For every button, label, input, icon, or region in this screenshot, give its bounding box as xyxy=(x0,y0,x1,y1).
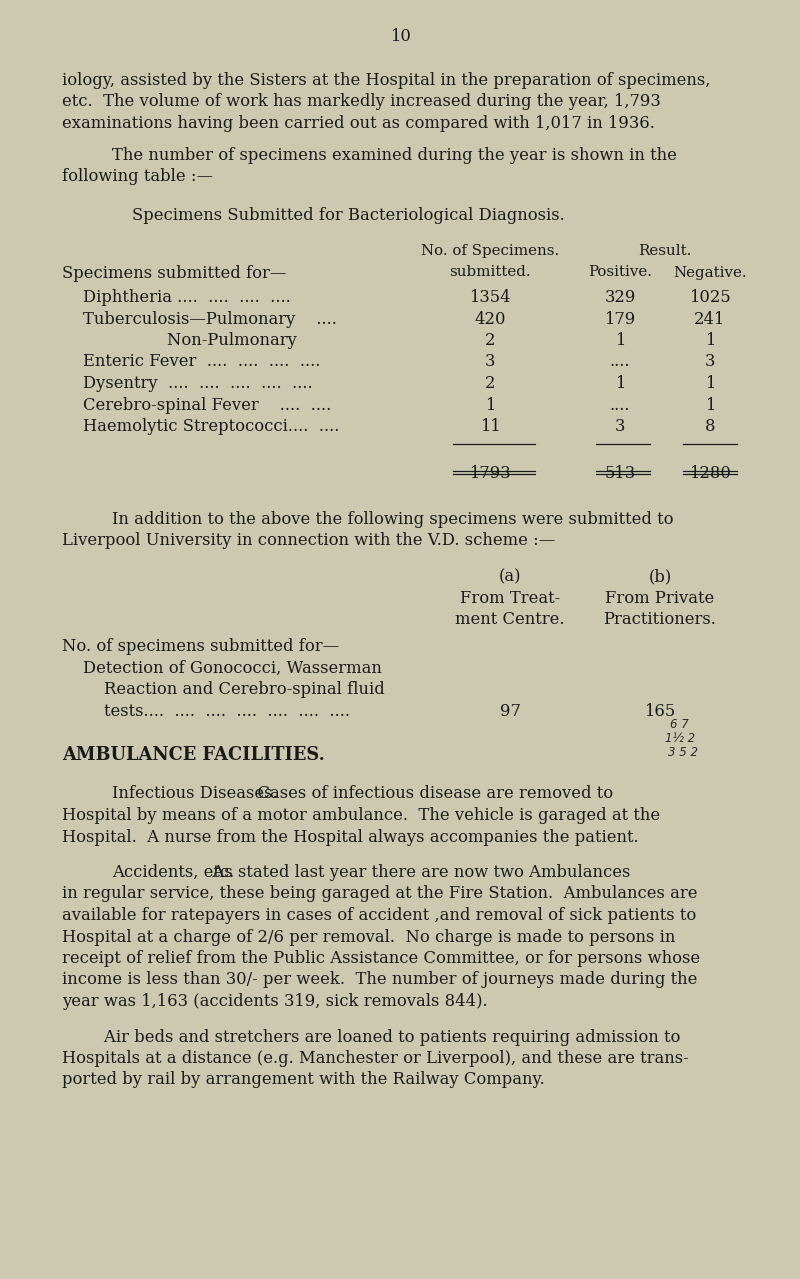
Text: 1½ 2: 1½ 2 xyxy=(665,733,695,746)
Text: ported by rail by arrangement with the Railway Company.: ported by rail by arrangement with the R… xyxy=(62,1072,545,1088)
Text: etc.  The volume of work has markedly increased during the year, 1,793: etc. The volume of work has markedly inc… xyxy=(62,93,661,110)
Text: 3: 3 xyxy=(705,353,715,371)
Text: In addition to the above the following specimens were submitted to: In addition to the above the following s… xyxy=(112,510,674,527)
Text: Diphtheria ....  ....  ....  ....: Diphtheria .... .... .... .... xyxy=(62,289,290,306)
Text: Liverpool University in connection with the V.D. scheme :—: Liverpool University in connection with … xyxy=(62,532,555,549)
Text: submitted.: submitted. xyxy=(449,266,531,280)
Text: Enteric Fever  ....  ....  ....  ....: Enteric Fever .... .... .... .... xyxy=(62,353,320,371)
Text: 6 7: 6 7 xyxy=(670,719,689,732)
Text: 165: 165 xyxy=(644,702,676,720)
Text: Cases of infectious disease are removed to: Cases of infectious disease are removed … xyxy=(247,785,613,802)
Text: Non-Pulmonary: Non-Pulmonary xyxy=(62,333,297,349)
Text: 1793: 1793 xyxy=(469,466,511,482)
Text: 3 5 2: 3 5 2 xyxy=(668,747,698,760)
Text: in regular service, these being garaged at the Fire Station.  Ambulances are: in regular service, these being garaged … xyxy=(62,885,698,903)
Text: ....: .... xyxy=(610,353,630,371)
Text: Accidents, etc.: Accidents, etc. xyxy=(112,865,234,881)
Text: 11: 11 xyxy=(480,418,500,435)
Text: Hospital.  A nurse from the Hospital always accompanies the patient.: Hospital. A nurse from the Hospital alwa… xyxy=(62,829,638,845)
Text: Dysentry  ....  ....  ....  ....  ....: Dysentry .... .... .... .... .... xyxy=(62,375,313,391)
Text: 1: 1 xyxy=(615,333,625,349)
Text: No. of specimens submitted for—: No. of specimens submitted for— xyxy=(62,638,339,655)
Text: 8: 8 xyxy=(705,418,715,435)
Text: receipt of relief from the Public Assistance Committee, or for persons whose: receipt of relief from the Public Assist… xyxy=(62,950,700,967)
Text: examinations having been carried out as compared with 1,017 in 1936.: examinations having been carried out as … xyxy=(62,115,655,132)
Text: 1025: 1025 xyxy=(689,289,731,306)
Text: 1: 1 xyxy=(705,375,715,391)
Text: 179: 179 xyxy=(604,311,636,327)
Text: 1280: 1280 xyxy=(689,466,731,482)
Text: Reaction and Cerebro-spinal fluid: Reaction and Cerebro-spinal fluid xyxy=(62,680,385,698)
Text: Tuberculosis—Pulmonary    ....: Tuberculosis—Pulmonary .... xyxy=(62,311,337,327)
Text: following table :—: following table :— xyxy=(62,168,213,185)
Text: Result.: Result. xyxy=(638,244,692,258)
Text: 513: 513 xyxy=(605,466,635,482)
Text: Hospital at a charge of 2/6 per removal.  No charge is made to persons in: Hospital at a charge of 2/6 per removal.… xyxy=(62,929,675,945)
Text: income is less than 30/- per week.  The number of journeys made during the: income is less than 30/- per week. The n… xyxy=(62,972,698,989)
Text: (a): (a) xyxy=(498,568,522,586)
Text: Specimens Submitted for Bacteriological Diagnosis.: Specimens Submitted for Bacteriological … xyxy=(132,207,565,225)
Text: 3: 3 xyxy=(615,418,625,435)
Text: 1354: 1354 xyxy=(469,289,511,306)
Text: (b): (b) xyxy=(648,568,672,586)
Text: Practitioners.: Practitioners. xyxy=(603,611,717,628)
Text: 2: 2 xyxy=(485,333,495,349)
Text: tests....  ....  ....  ....  ....  ....  ....: tests.... .... .... .... .... .... .... xyxy=(62,702,350,720)
Text: 2: 2 xyxy=(485,375,495,391)
Text: 3: 3 xyxy=(485,353,495,371)
Text: Hospital by means of a motor ambulance.  The vehicle is garaged at the: Hospital by means of a motor ambulance. … xyxy=(62,807,660,824)
Text: iology, assisted by the Sisters at the Hospital in the preparation of specimens,: iology, assisted by the Sisters at the H… xyxy=(62,72,710,90)
Text: ment Centre.: ment Centre. xyxy=(455,611,565,628)
Text: 1: 1 xyxy=(615,375,625,391)
Text: 1: 1 xyxy=(485,396,495,413)
Text: year was 1,163 (accidents 319, sick removals 844).: year was 1,163 (accidents 319, sick remo… xyxy=(62,993,488,1010)
Text: Air beds and stretchers are loaned to patients requiring admission to: Air beds and stretchers are loaned to pa… xyxy=(62,1028,680,1045)
Text: 97: 97 xyxy=(499,702,521,720)
Text: Cerebro-spinal Fever    ....  ....: Cerebro-spinal Fever .... .... xyxy=(62,396,331,413)
Text: Negative.: Negative. xyxy=(673,266,747,280)
Text: The number of specimens examined during the year is shown in the: The number of specimens examined during … xyxy=(112,147,677,164)
Text: Detection of Gonococci, Wasserman: Detection of Gonococci, Wasserman xyxy=(62,660,382,677)
Text: ....: .... xyxy=(610,396,630,413)
Text: Specimens submitted for—: Specimens submitted for— xyxy=(62,266,286,283)
Text: 241: 241 xyxy=(694,311,726,327)
Text: 329: 329 xyxy=(604,289,636,306)
Text: 420: 420 xyxy=(474,311,506,327)
Text: As stated last year there are now two Ambulances: As stated last year there are now two Am… xyxy=(202,865,630,881)
Text: 10: 10 xyxy=(390,28,410,45)
Text: 1: 1 xyxy=(705,333,715,349)
Text: Positive.: Positive. xyxy=(588,266,652,280)
Text: No. of Specimens.: No. of Specimens. xyxy=(421,244,559,258)
Text: available for ratepayers in cases of accident ,and removal of sick patients to: available for ratepayers in cases of acc… xyxy=(62,907,696,923)
Text: Haemolytic Streptococci....  ....: Haemolytic Streptococci.... .... xyxy=(62,418,339,435)
Text: From Treat-: From Treat- xyxy=(460,590,560,608)
Text: 1: 1 xyxy=(705,396,715,413)
Text: From Private: From Private xyxy=(606,590,714,608)
Text: Infectious Diseases.: Infectious Diseases. xyxy=(112,785,278,802)
Text: Hospitals at a distance (e.g. Manchester or Liverpool), and these are trans-: Hospitals at a distance (e.g. Manchester… xyxy=(62,1050,689,1067)
Text: AMBULANCE FACILITIES.: AMBULANCE FACILITIES. xyxy=(62,746,325,764)
